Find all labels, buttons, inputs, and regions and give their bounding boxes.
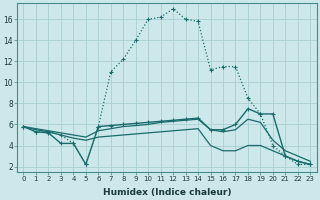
X-axis label: Humidex (Indice chaleur): Humidex (Indice chaleur) (103, 188, 231, 197)
